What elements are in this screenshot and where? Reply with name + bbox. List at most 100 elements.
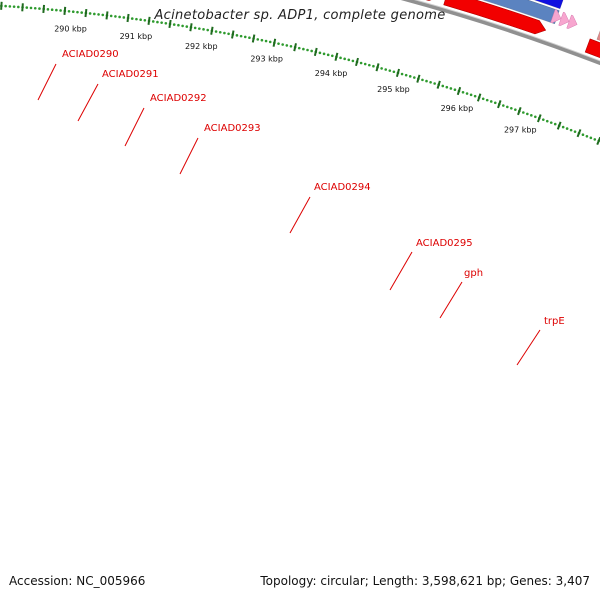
kbp-tick-label: 290 kbp [54, 24, 87, 33]
tick-dot [97, 13, 100, 16]
feature-layer [425, 0, 600, 58]
tick-dot [160, 21, 163, 24]
tick-dot [573, 130, 577, 133]
tick-dot [392, 70, 396, 74]
tick-dot [76, 10, 79, 14]
tick-dot [561, 125, 565, 129]
tick-dot [151, 20, 155, 23]
tick-dot [4, 4, 7, 8]
tick-dot [530, 114, 533, 117]
tick-dot [93, 12, 96, 16]
tick-mark [251, 34, 256, 43]
tick-dot [139, 18, 142, 21]
gene-label: ACIAD0293 [204, 123, 261, 134]
tick-dot [130, 17, 134, 20]
tick-dot [384, 68, 388, 71]
backbone-line [400, 0, 600, 66]
tick-dot [493, 101, 497, 105]
tick-dot [339, 56, 342, 60]
kbp-tick-label: 295 kbp [377, 85, 410, 94]
tick-dot [318, 51, 322, 55]
tick-dot [388, 69, 392, 72]
tick-dot [50, 8, 54, 12]
tick-dot [214, 30, 218, 33]
tick-mark [436, 80, 441, 89]
tick-mark [395, 68, 401, 78]
tick-mark [334, 52, 339, 61]
tick-dot [285, 44, 289, 47]
tick-dot [239, 34, 243, 38]
tick-mark [0, 1, 3, 10]
tick-dot [465, 92, 469, 95]
kbp-tick-label: 296 kbp [441, 104, 474, 113]
tick-dot [289, 45, 293, 48]
gene-leader-line [389, 251, 413, 291]
tick-dot [322, 52, 326, 56]
tick-dot [368, 63, 371, 67]
tick-dot [80, 11, 83, 14]
tick-dot [185, 25, 189, 28]
gene-leader-line [289, 196, 311, 234]
tick-dot [506, 105, 509, 109]
tick-dot [206, 28, 210, 32]
accession-text: Accession: NC_005966 [9, 574, 146, 588]
tick-dot [534, 115, 537, 119]
cds-block [596, 30, 600, 41]
tick-dot [453, 88, 457, 92]
tick-dot [473, 94, 477, 98]
tick-dot [277, 42, 280, 45]
tick-dot [359, 61, 363, 65]
tick-dot [101, 13, 105, 17]
page-title: Acinetobacter sp. ADP1, complete genome [154, 8, 446, 23]
tick-dot [256, 38, 260, 41]
tick-dot [25, 6, 29, 9]
tick-dot [433, 82, 436, 85]
tick-dot [553, 122, 557, 126]
backbone-layer [400, 0, 600, 66]
kbp-tick-label: 292 kbp [185, 42, 218, 51]
tick-dot [109, 14, 113, 18]
tick-dot [227, 32, 230, 36]
tick-dot [118, 15, 121, 19]
tick-mark [126, 13, 130, 23]
tick-dot [156, 20, 159, 24]
tick-dot [565, 127, 569, 130]
tick-dot [38, 7, 41, 10]
label-layer: ACIAD0290 ACIAD0291 ACIAD0292 ACIAD0293 ACIA… [37, 49, 565, 366]
tick-mark [313, 47, 318, 57]
tick-dot [29, 6, 33, 10]
tick-dot [545, 119, 549, 123]
tick-mark [497, 100, 502, 109]
tick-dot [589, 136, 593, 140]
tick-mark [210, 26, 214, 35]
tick-dot [12, 5, 16, 8]
gene-label: ACIAD0292 [150, 93, 207, 104]
tick-dot [67, 9, 71, 13]
tick-dot [223, 31, 226, 35]
kbp-tick-label: 291 kbp [120, 32, 153, 41]
tick-mark [63, 6, 67, 15]
tick-dot [404, 73, 408, 77]
kbp-tick-label: 297 kbp [504, 125, 537, 134]
tick-dot [235, 34, 239, 37]
tick-dot [135, 17, 138, 21]
gene-label: gph [464, 268, 483, 279]
tick-dot [202, 28, 205, 31]
tick-dot [549, 121, 553, 124]
gene-label: ACIAD0294 [314, 182, 371, 193]
tick-dot [449, 87, 453, 90]
tick-dot [55, 8, 58, 12]
gene-leader-line [77, 83, 99, 122]
gene-leader-line [37, 63, 57, 101]
tick-dot [33, 6, 37, 10]
tick-mark [355, 57, 359, 67]
tick-mark [105, 11, 109, 20]
tick-dot [489, 100, 493, 103]
tick-mark [189, 23, 193, 32]
tick-dot [502, 104, 505, 107]
tick-dot [143, 18, 147, 22]
tick-mark [272, 38, 277, 47]
tick-dot [408, 75, 412, 78]
tick-dot [461, 90, 465, 94]
gene-leader-line [516, 329, 541, 366]
